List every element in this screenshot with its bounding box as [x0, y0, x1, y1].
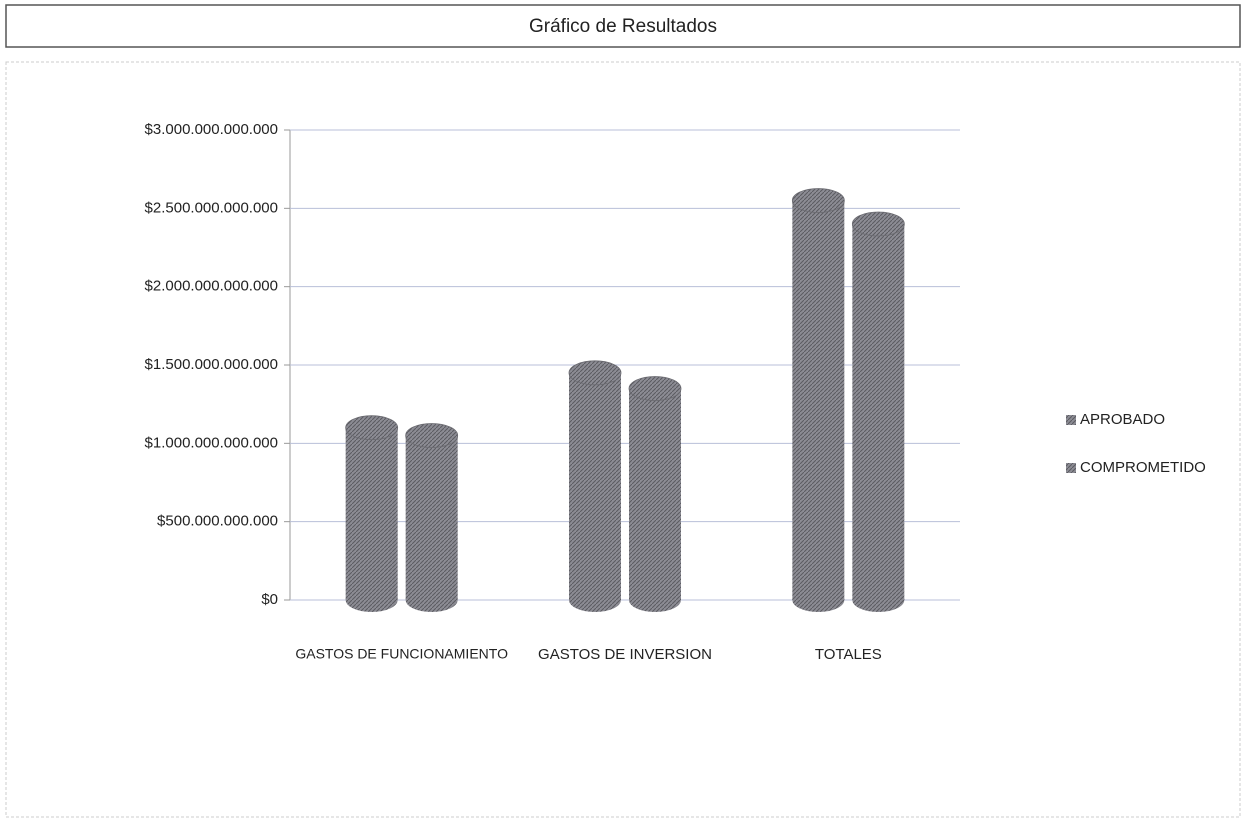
legend-label: COMPROMETIDO [1080, 459, 1206, 476]
cylinder-top [405, 423, 459, 448]
y-tick-label: $2.000.000.000.000 [145, 278, 278, 295]
cylinder-body [405, 435, 458, 600]
cylinder-body [629, 388, 681, 600]
cylinder-top [345, 415, 399, 441]
y-tick-label: $3.000.000.000.000 [145, 121, 278, 138]
y-tick-label: $1.500.000.000.000 [145, 356, 278, 373]
legend-swatch [1066, 415, 1076, 425]
y-tick-label: $0 [261, 591, 278, 608]
x-tick-label: TOTALES [815, 646, 882, 663]
cylinder-base [569, 588, 621, 612]
cylinder-body [345, 427, 398, 600]
y-tick-label: $1.000.000.000.000 [145, 434, 278, 451]
cylinder-base [629, 588, 681, 612]
cylinder-base [852, 588, 905, 612]
cylinder-body [792, 200, 845, 600]
legend-swatch [1066, 463, 1076, 473]
chart-title: Gráfico de Resultados [529, 16, 717, 37]
title-box [5, 4, 1241, 48]
cylinder-body [569, 372, 621, 600]
cylinder-base [405, 588, 458, 612]
chart-frame [5, 61, 1241, 818]
y-tick-label: $500.000.000.000 [157, 513, 278, 530]
cylinder-top [791, 188, 845, 213]
legend-label: APROBADO [1080, 411, 1165, 428]
x-tick-label: GASTOS DE FUNCIONAMIENTO [295, 646, 508, 662]
cylinder-base [792, 588, 845, 612]
y-tick-label: $2.500.000.000.000 [145, 199, 278, 216]
cylinder-top [568, 360, 622, 386]
x-tick-label: GASTOS DE INVERSION [538, 646, 712, 663]
cylinder-body [852, 224, 905, 600]
cylinder-top [851, 211, 905, 237]
cylinder-top [628, 376, 682, 401]
cylinder-base [345, 588, 398, 612]
